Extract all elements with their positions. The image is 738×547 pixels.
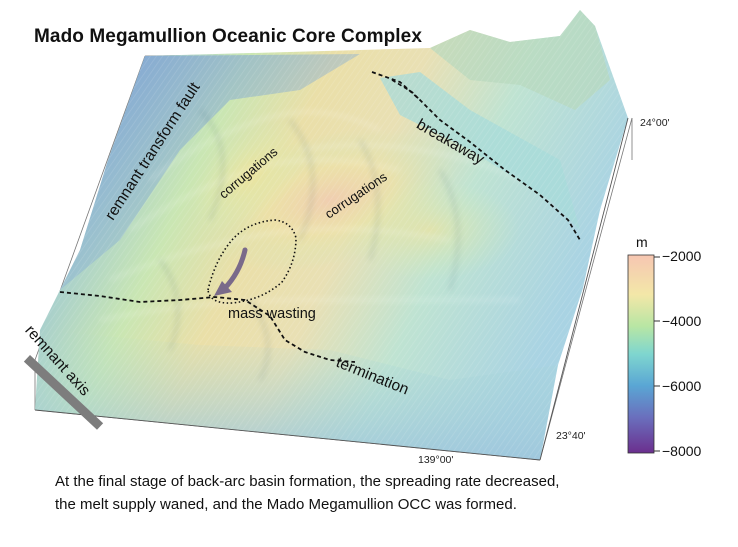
mass-wasting-outline bbox=[207, 219, 297, 304]
box-frame-front bbox=[34, 117, 629, 461]
mass-wasting-arrow bbox=[222, 247, 248, 291]
map-title: Mado Megamullion Oceanic Core Complex bbox=[34, 26, 422, 47]
colorbar-tick-4000: −4000 bbox=[662, 313, 702, 329]
colorbar-tick-6000: −6000 bbox=[662, 378, 702, 394]
colorbar bbox=[627, 254, 655, 454]
colorbar-unit: m bbox=[636, 234, 648, 250]
breakaway-line-top bbox=[391, 79, 421, 101]
lat-top-label: 24°00' bbox=[640, 117, 670, 129]
lat-bottom-label: 23°40' bbox=[556, 430, 586, 442]
caption-line-1: At the final stage of back-arc basin for… bbox=[55, 473, 560, 490]
label-mass-wasting: mass wasting bbox=[228, 306, 316, 322]
mass-wasting-arrowhead bbox=[214, 281, 232, 296]
remnant-axis-bar bbox=[23, 355, 104, 430]
terrain-surface bbox=[35, 10, 628, 460]
colorbar-tick-8000: −8000 bbox=[662, 443, 702, 459]
lon-bottom-label: 139°00' bbox=[418, 454, 454, 466]
caption-line-2: the melt supply waned, and the Mado Mega… bbox=[55, 496, 517, 513]
colorbar-tick-2000: −2000 bbox=[662, 248, 702, 264]
caption: At the final stage of back-arc basin for… bbox=[55, 470, 725, 516]
termination-line bbox=[59, 291, 356, 363]
colorbar-ticks bbox=[654, 256, 660, 452]
